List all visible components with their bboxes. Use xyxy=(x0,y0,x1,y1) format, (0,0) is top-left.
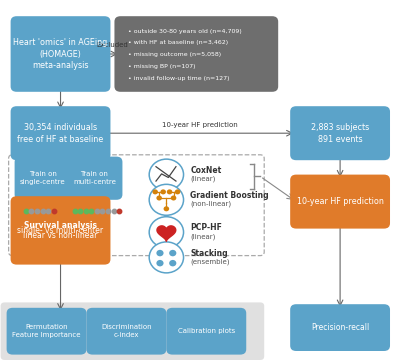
FancyBboxPatch shape xyxy=(7,308,86,355)
FancyBboxPatch shape xyxy=(1,302,264,360)
Text: • missing outcome (n=5,058): • missing outcome (n=5,058) xyxy=(128,52,222,57)
Text: Excluded: Excluded xyxy=(96,41,128,48)
Circle shape xyxy=(149,159,184,190)
FancyBboxPatch shape xyxy=(66,157,122,200)
Text: single- vs multi-center: single- vs multi-center xyxy=(18,226,104,235)
Circle shape xyxy=(156,260,164,266)
Text: 2,883 subjects
891 events: 2,883 subjects 891 events xyxy=(311,123,369,144)
FancyBboxPatch shape xyxy=(290,304,390,351)
Circle shape xyxy=(149,242,184,273)
FancyBboxPatch shape xyxy=(15,157,70,200)
Circle shape xyxy=(169,260,176,266)
Text: • outside 30-80 years old (n=4,709): • outside 30-80 years old (n=4,709) xyxy=(128,28,242,33)
FancyBboxPatch shape xyxy=(290,175,390,229)
Circle shape xyxy=(156,195,162,201)
Text: Permutation
Feature Importance: Permutation Feature Importance xyxy=(12,324,81,338)
FancyBboxPatch shape xyxy=(166,308,246,355)
Text: Precision-recall: Precision-recall xyxy=(311,323,369,332)
Text: Survival analysis: Survival analysis xyxy=(24,221,97,230)
Text: 10-year HF prediction: 10-year HF prediction xyxy=(162,122,238,128)
Text: (linear): (linear) xyxy=(190,176,216,182)
Circle shape xyxy=(175,189,180,194)
Text: (non-linear): (non-linear) xyxy=(190,201,232,207)
Text: Calibration plots: Calibration plots xyxy=(178,328,235,334)
FancyBboxPatch shape xyxy=(290,106,390,160)
Circle shape xyxy=(167,189,172,194)
Text: 10-year HF prediction: 10-year HF prediction xyxy=(297,197,384,206)
Text: Train on
multi-centre: Train on multi-centre xyxy=(73,171,116,185)
Circle shape xyxy=(160,189,166,194)
Text: Heart 'omics' in AGEing
(HOMAGE)
meta-analysis: Heart 'omics' in AGEing (HOMAGE) meta-an… xyxy=(14,38,108,70)
Text: • with HF at baseline (n=3,462): • with HF at baseline (n=3,462) xyxy=(128,40,228,45)
Text: Discrimination
c-index: Discrimination c-index xyxy=(101,324,152,338)
Text: PCP-HF: PCP-HF xyxy=(190,223,222,233)
Circle shape xyxy=(171,195,176,201)
Text: (ensemble): (ensemble) xyxy=(190,258,230,265)
FancyBboxPatch shape xyxy=(86,308,166,355)
Text: (linear): (linear) xyxy=(190,233,216,240)
Text: • missing BP (n=107): • missing BP (n=107) xyxy=(128,64,196,69)
Circle shape xyxy=(152,189,158,194)
Circle shape xyxy=(156,250,164,256)
Polygon shape xyxy=(157,226,176,241)
Circle shape xyxy=(164,206,169,211)
Circle shape xyxy=(169,250,176,256)
Text: Stacking: Stacking xyxy=(190,249,228,258)
Text: linear vs non-linear: linear vs non-linear xyxy=(23,231,98,240)
FancyBboxPatch shape xyxy=(11,106,110,160)
FancyBboxPatch shape xyxy=(11,16,110,92)
Circle shape xyxy=(149,184,184,215)
FancyBboxPatch shape xyxy=(114,16,278,92)
Text: • invalid follow-up time (n=127): • invalid follow-up time (n=127) xyxy=(128,76,230,81)
Text: 30,354 individuals
free of HF at baseline: 30,354 individuals free of HF at baselin… xyxy=(18,123,104,144)
Text: Gradient Boosting: Gradient Boosting xyxy=(190,191,269,200)
FancyBboxPatch shape xyxy=(11,196,110,265)
Text: Train on
single-centre: Train on single-centre xyxy=(20,171,65,185)
Text: CoxNet: CoxNet xyxy=(190,166,222,175)
Circle shape xyxy=(149,217,184,248)
